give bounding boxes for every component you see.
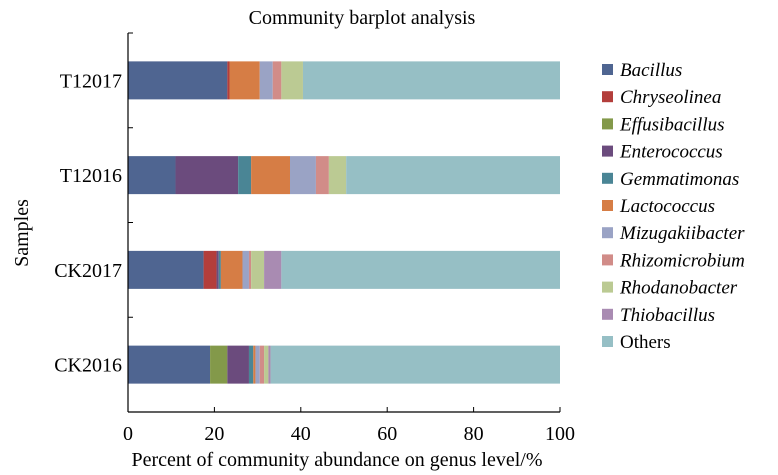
- bar-segment-T12017-10: [302, 61, 560, 100]
- bars-group: [128, 61, 560, 384]
- legend-label: Lactococcus: [619, 196, 715, 217]
- bar-segment-CK2016-5: [253, 345, 256, 384]
- bar-segment-CK2017-1: [203, 250, 217, 289]
- legend-label: Rhizomicrobium: [619, 250, 745, 271]
- bar-segment-T12016-7: [315, 156, 329, 195]
- y-tick-label: T12017: [60, 70, 122, 92]
- legend-label: Effusibacillus: [619, 114, 725, 135]
- legend-label: Mizugakiibacter: [619, 223, 745, 244]
- legend-label: Others: [620, 332, 671, 353]
- y-tick-label: CK2016: [54, 355, 122, 377]
- bar-segment-CK2017-9: [264, 250, 282, 289]
- legend-swatch: [602, 172, 613, 184]
- y-tick-label: CK2017: [54, 260, 122, 282]
- legend-label: Rhodanobacter: [619, 278, 738, 299]
- legend-label: Chryseolinea: [620, 87, 721, 108]
- bar-segment-CK2017-7: [248, 250, 252, 289]
- bar-segment-CK2016-0: [128, 345, 211, 384]
- legend-swatch: [602, 308, 613, 320]
- chart-title: Community barplot analysis: [249, 7, 476, 29]
- bar-segment-T12016-10: [346, 156, 560, 195]
- bar-segment-CK2016-4: [248, 345, 254, 384]
- x-tick-label: 40: [291, 423, 311, 445]
- bar-segment-T12016-0: [128, 156, 176, 195]
- bar-segment-T12017-7: [272, 61, 282, 100]
- bar-segment-T12017-0: [128, 61, 228, 100]
- legend-swatch: [602, 145, 613, 157]
- legend-swatch: [602, 227, 613, 239]
- bar-segment-CK2017-3: [216, 250, 219, 289]
- bar-segment-T12017-5: [229, 61, 260, 100]
- legend-label: Thiobacillus: [620, 305, 715, 326]
- x-tick-label: 60: [377, 423, 397, 445]
- bar-segment-CK2016-6: [255, 345, 260, 384]
- x-tick-label: 100: [545, 423, 575, 445]
- y-axis-title: Samples: [11, 199, 33, 267]
- legend-swatch: [602, 200, 613, 211]
- legend-label: Bacillus: [620, 60, 682, 81]
- legend-swatch: [602, 281, 613, 293]
- legend: Bacillus Chryseolinea Effusibacillus Entero…: [602, 60, 745, 353]
- bar-segment-CK2016-9: [268, 345, 271, 384]
- bar-segment-CK2016-10: [270, 345, 560, 384]
- legend-label: Gemmatimonas: [620, 169, 739, 190]
- bar-segment-CK2016-7: [259, 345, 265, 384]
- x-axis-title: Percent of community abundance on genus …: [132, 449, 543, 471]
- bar-segment-T12016-8: [328, 156, 347, 195]
- legend-swatch: [602, 336, 613, 347]
- bar-segment-T12016-4: [238, 156, 252, 195]
- bar-segment-CK2016-8: [264, 345, 269, 384]
- bar-segment-CK2017-5: [220, 250, 243, 289]
- bar-segment-T12016-5: [251, 156, 290, 195]
- legend-swatch: [602, 64, 613, 75]
- legend-label: Enterococcus: [619, 142, 723, 163]
- y-tick-label: T12016: [60, 165, 122, 187]
- bar-segment-CK2016-3: [227, 345, 249, 384]
- bar-segment-CK2017-0: [128, 250, 204, 289]
- bar-segment-CK2017-8: [251, 250, 265, 289]
- x-tick-label: 20: [204, 423, 224, 445]
- bar-segment-T12017-8: [281, 61, 303, 100]
- bar-segment-CK2017-6: [242, 250, 249, 289]
- x-tick-label: 80: [464, 423, 484, 445]
- bar-segment-T12017-6: [259, 61, 273, 100]
- legend-swatch: [602, 91, 613, 103]
- axes-group: T12017 T12016 CK2017 CK2016 0 20 40 60 80 100: [54, 32, 575, 445]
- bar-segment-CK2017-10: [281, 250, 560, 289]
- x-tick-label: 0: [123, 423, 133, 445]
- bar-segment-T12016-6: [290, 156, 316, 195]
- bar-segment-T12016-3: [175, 156, 239, 195]
- bar-segment-T12017-1: [227, 61, 230, 100]
- legend-swatch: [602, 254, 613, 266]
- legend-swatch: [602, 118, 613, 130]
- bar-segment-CK2017-4: [218, 250, 221, 289]
- bar-segment-CK2016-2: [210, 345, 228, 384]
